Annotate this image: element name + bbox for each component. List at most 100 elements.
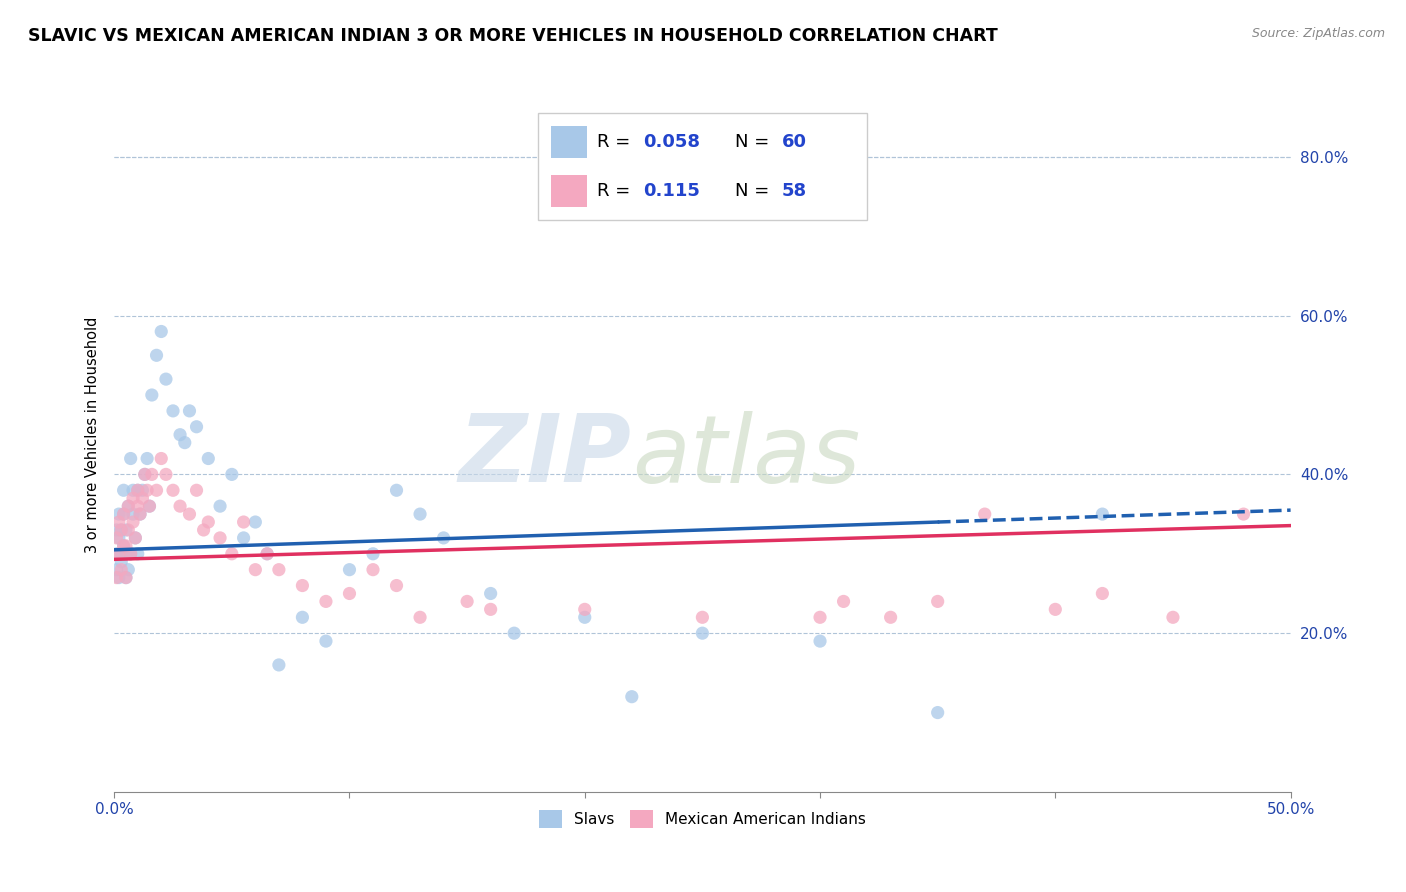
Point [122,483,145,498]
Point [186,483,208,498]
Point [256,547,278,561]
Point [110,563,132,577]
Point [503,626,526,640]
Point [186,419,208,434]
Point [122,507,145,521]
Point [927,594,949,608]
Point [456,594,478,608]
Point [145,483,167,498]
Text: ZIP: ZIP [458,410,631,502]
Point [136,451,159,466]
Point [108,515,131,529]
Point [267,657,290,672]
Point [209,499,232,513]
Point [232,515,254,529]
Point [127,483,149,498]
Point [127,499,149,513]
Point [112,539,135,553]
Point [232,531,254,545]
Point [879,610,901,624]
Point [127,483,149,498]
Point [112,507,135,521]
Point [122,491,145,506]
Point [162,404,184,418]
Point [574,610,596,624]
Point [117,499,139,513]
Point [197,451,219,466]
Point [179,404,201,418]
Point [108,531,131,545]
Point [385,483,408,498]
Point [115,539,138,553]
Point [221,467,243,482]
Point [256,547,278,561]
Point [155,467,177,482]
Point [315,594,337,608]
Point [110,523,132,537]
Point [361,563,384,577]
Point [209,531,232,545]
Point [339,586,361,600]
Point [1232,507,1254,521]
Point [138,499,160,513]
Point [692,626,714,640]
Point [267,563,290,577]
Point [117,523,139,537]
Point [1091,586,1114,600]
Point [479,586,502,600]
Point [112,483,135,498]
Point [808,634,831,648]
Point [169,499,191,513]
Point [127,547,149,561]
Point [245,515,267,529]
Point [138,499,160,513]
Point [105,563,128,577]
Point [574,602,596,616]
Point [110,555,132,569]
Point [291,578,314,592]
Point [197,515,219,529]
Point [105,523,128,537]
Point [221,547,243,561]
Point [1045,602,1067,616]
Point [150,325,173,339]
Legend: Slavs, Mexican American Indians: Slavs, Mexican American Indians [533,804,872,834]
Point [108,547,131,561]
Point [115,547,138,561]
Point [112,539,135,553]
Point [131,491,153,506]
Point [112,507,135,521]
Point [141,388,163,402]
Point [122,515,145,529]
Point [1161,610,1184,624]
Point [124,531,146,545]
Point [361,547,384,561]
Point [1091,507,1114,521]
Point [134,467,156,482]
Point [620,690,643,704]
Text: Source: ZipAtlas.com: Source: ZipAtlas.com [1251,27,1385,40]
Point [136,483,159,498]
Point [124,531,146,545]
Point [832,594,855,608]
Point [179,507,201,521]
Point [108,571,131,585]
Point [129,507,152,521]
Point [173,435,195,450]
Point [105,531,128,545]
Point [120,547,142,561]
Point [110,547,132,561]
Point [115,571,138,585]
Point [692,610,714,624]
Text: SLAVIC VS MEXICAN AMERICAN INDIAN 3 OR MORE VEHICLES IN HOUSEHOLD CORRELATION CH: SLAVIC VS MEXICAN AMERICAN INDIAN 3 OR M… [28,27,998,45]
Point [120,547,142,561]
Point [108,507,131,521]
Point [245,563,267,577]
Point [120,451,142,466]
Point [409,610,432,624]
Point [115,571,138,585]
Point [155,372,177,386]
Point [479,602,502,616]
Point [150,451,173,466]
Point [105,547,128,561]
